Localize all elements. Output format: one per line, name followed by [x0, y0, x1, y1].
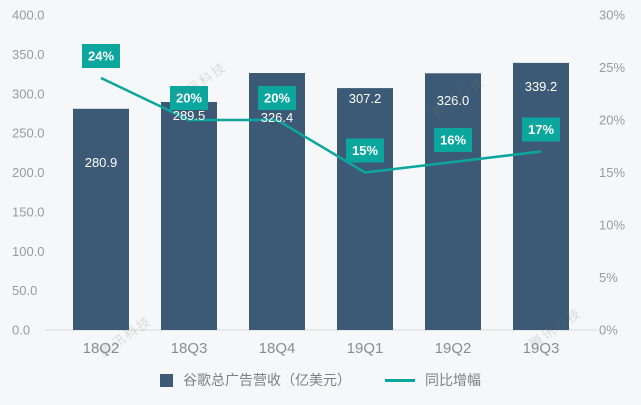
growth-label-box: [258, 86, 296, 110]
growth-label-box: [522, 117, 560, 142]
growth-label: 17%: [528, 122, 554, 137]
bar-value-label: 339.2: [525, 79, 558, 94]
bar-value-label: 326.4: [261, 110, 294, 125]
right-axis-tick: 30%: [599, 8, 625, 23]
growth-label-box: [434, 128, 472, 152]
bar-value-label: 326.0: [437, 93, 470, 108]
left-axis-tick: 350.0: [12, 47, 45, 62]
growth-label-box: [170, 86, 208, 110]
growth-line: [100, 76, 542, 174]
left-axis-tick: 400.0: [12, 8, 45, 23]
revenue-bar: [249, 73, 305, 330]
growth-label-box: [82, 44, 120, 68]
category-label: 19Q2: [435, 340, 472, 357]
category-label: 19Q3: [523, 340, 560, 357]
right-axis-tick: 0%: [599, 323, 618, 338]
left-axis-tick: 0.0: [12, 323, 30, 338]
right-axis-tick: 20%: [599, 113, 625, 128]
bar-value-label: 289.5: [173, 108, 206, 123]
growth-label: 24%: [88, 49, 114, 64]
category-label: 18Q2: [83, 340, 120, 357]
legend-line-swatch: [385, 378, 415, 382]
left-axis-tick: 200.0: [12, 165, 45, 180]
bar-value-label: 307.2: [349, 91, 382, 106]
growth-label: 16%: [440, 133, 466, 148]
left-axis-tick: 150.0: [12, 204, 45, 219]
right-axis-tick: 15%: [599, 165, 625, 180]
left-axis-tick: 50.0: [12, 283, 37, 298]
right-axis-tick: 5%: [599, 270, 618, 285]
revenue-bar: [73, 108, 129, 330]
growth-label-box: [346, 138, 384, 163]
legend-line-label: 同比增幅: [425, 372, 481, 388]
legend: 谷歌总广告营收（亿美元） 同比增幅: [0, 370, 641, 390]
legend-bar-swatch: [160, 373, 173, 387]
category-label: 18Q3: [171, 340, 208, 357]
growth-label: 15%: [352, 143, 378, 158]
growth-label: 20%: [176, 91, 202, 106]
growth-label: 20%: [264, 91, 290, 106]
left-axis-tick: 100.0: [12, 244, 45, 259]
legend-bar-label: 谷歌总广告营收（亿美元）: [183, 372, 351, 388]
revenue-bar: [161, 102, 217, 330]
revenue-bar: [513, 62, 569, 331]
revenue-bar: [337, 88, 393, 330]
left-axis-tick: 300.0: [12, 86, 45, 101]
left-axis-tick: 250.0: [12, 126, 45, 141]
right-axis-tick: 25%: [599, 60, 625, 75]
bar-value-label: 280.9: [85, 155, 118, 170]
category-label: 18Q4: [259, 340, 296, 357]
right-axis-tick: 10%: [599, 218, 625, 233]
revenue-bar: [425, 73, 481, 331]
category-label: 19Q1: [347, 340, 384, 357]
